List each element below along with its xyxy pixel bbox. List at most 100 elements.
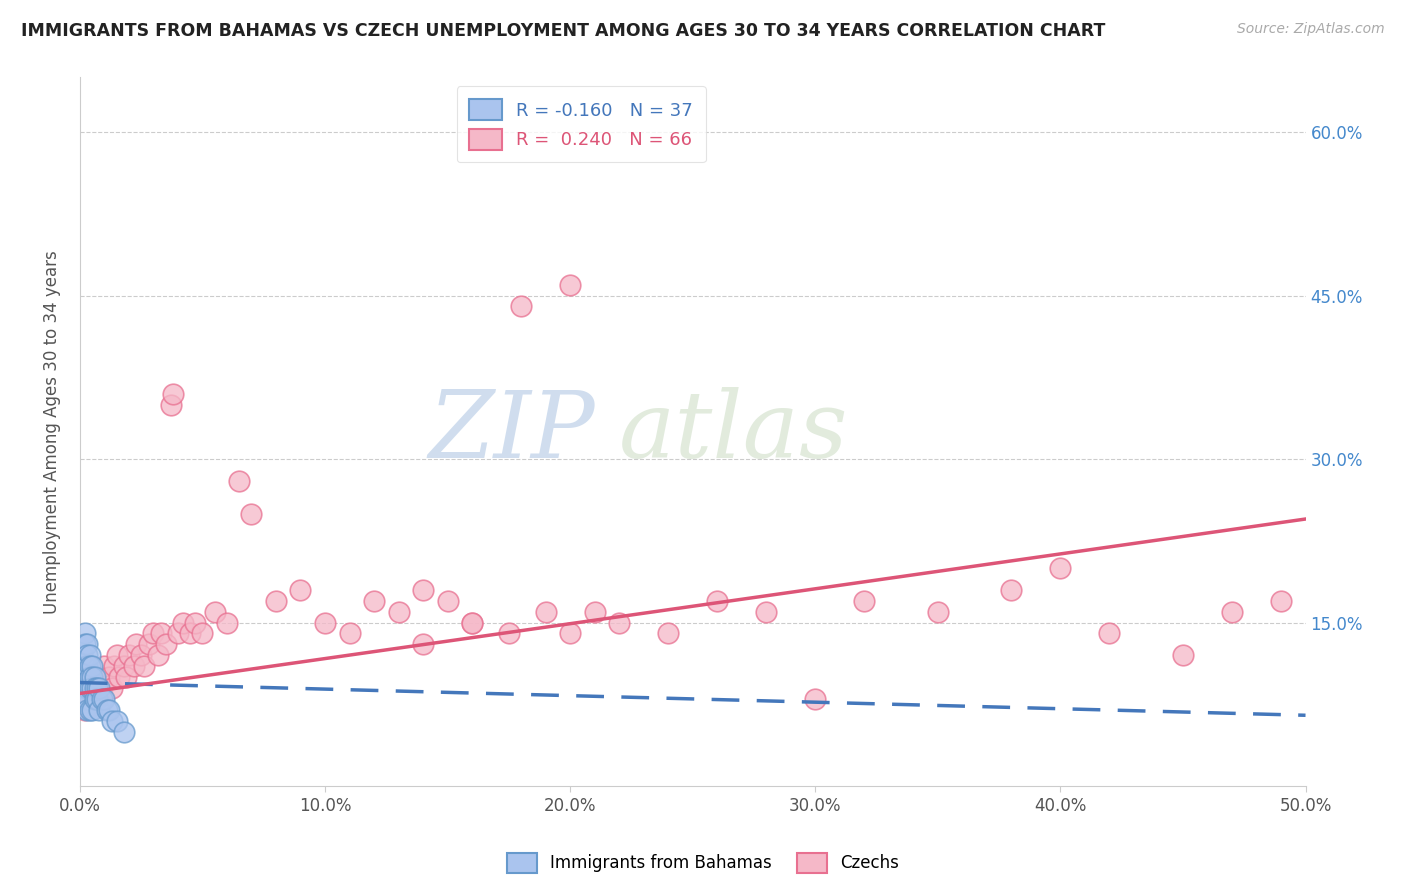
Point [73,637,96,651]
Point [167,626,190,640]
Point [86,681,108,695]
Point [148,648,170,663]
Point [122,659,145,673]
Point [72,648,94,663]
Point [215,615,238,630]
Point [98,703,121,717]
Point [118,648,141,663]
Point [76,648,98,663]
Point [83,670,105,684]
Legend: Immigrants from Bahamas, Czechs: Immigrants from Bahamas, Czechs [501,847,905,880]
Point [103,659,125,673]
Point [461,615,484,630]
Point [82,670,104,684]
Point [82,703,104,717]
Point [79,659,101,673]
Point [76,637,98,651]
Point [72,681,94,695]
Point [96,703,118,717]
Point [89,703,111,717]
Point [89,681,111,695]
Point [73,626,96,640]
Point [73,659,96,673]
Point [1098,626,1121,640]
Point [73,692,96,706]
Point [290,582,312,597]
Text: IMMIGRANTS FROM BAHAMAS VS CZECH UNEMPLOYMENT AMONG AGES 30 TO 34 YEARS CORRELAT: IMMIGRANTS FROM BAHAMAS VS CZECH UNEMPLO… [21,22,1105,40]
Point [498,626,520,640]
Point [1270,594,1292,608]
Point [129,648,152,663]
Point [510,300,533,314]
Point [76,681,98,695]
Point [804,692,827,706]
Point [82,670,104,684]
Point [89,670,111,684]
Point [93,659,115,673]
Point [73,670,96,684]
Point [228,474,250,488]
Point [79,670,101,684]
Point [105,714,128,728]
Text: ZIP: ZIP [427,387,595,477]
Point [142,626,165,640]
Point [79,648,101,663]
Point [112,659,135,673]
Point [132,659,155,673]
Point [79,681,101,695]
Point [72,670,94,684]
Point [76,692,98,706]
Point [86,692,108,706]
Point [657,626,679,640]
Point [436,594,458,608]
Point [706,594,728,608]
Point [155,637,177,651]
Point [461,615,484,630]
Point [755,605,778,619]
Point [412,582,434,597]
Point [558,626,581,640]
Point [363,594,385,608]
Point [607,615,630,630]
Point [90,692,112,706]
Point [1171,648,1194,663]
Point [86,681,108,695]
Point [90,681,112,695]
Point [83,692,105,706]
Point [240,507,263,521]
Point [558,277,581,292]
Point [115,670,138,684]
Point [76,659,98,673]
Point [108,670,131,684]
Point [387,605,409,619]
Point [159,398,181,412]
Point [314,615,336,630]
Point [179,626,201,640]
Point [73,703,96,717]
Point [82,659,104,673]
Point [100,714,122,728]
Point [83,681,105,695]
Point [339,626,361,640]
Point [79,681,101,695]
Point [412,637,434,651]
Y-axis label: Unemployment Among Ages 30 to 34 years: Unemployment Among Ages 30 to 34 years [44,250,60,614]
Point [82,681,104,695]
Point [100,681,122,695]
Point [172,615,194,630]
Point [162,386,184,401]
Point [264,594,287,608]
Point [93,692,115,706]
Point [204,605,226,619]
Point [76,703,98,717]
Text: atlas: atlas [619,387,849,477]
Point [184,615,207,630]
Point [534,605,557,619]
Point [1049,561,1071,575]
Point [98,670,121,684]
Point [583,605,606,619]
Point [1220,605,1243,619]
Legend: R = -0.160   N = 37, R =  0.240   N = 66: R = -0.160 N = 37, R = 0.240 N = 66 [457,87,706,162]
Point [105,648,128,663]
Point [138,637,160,651]
